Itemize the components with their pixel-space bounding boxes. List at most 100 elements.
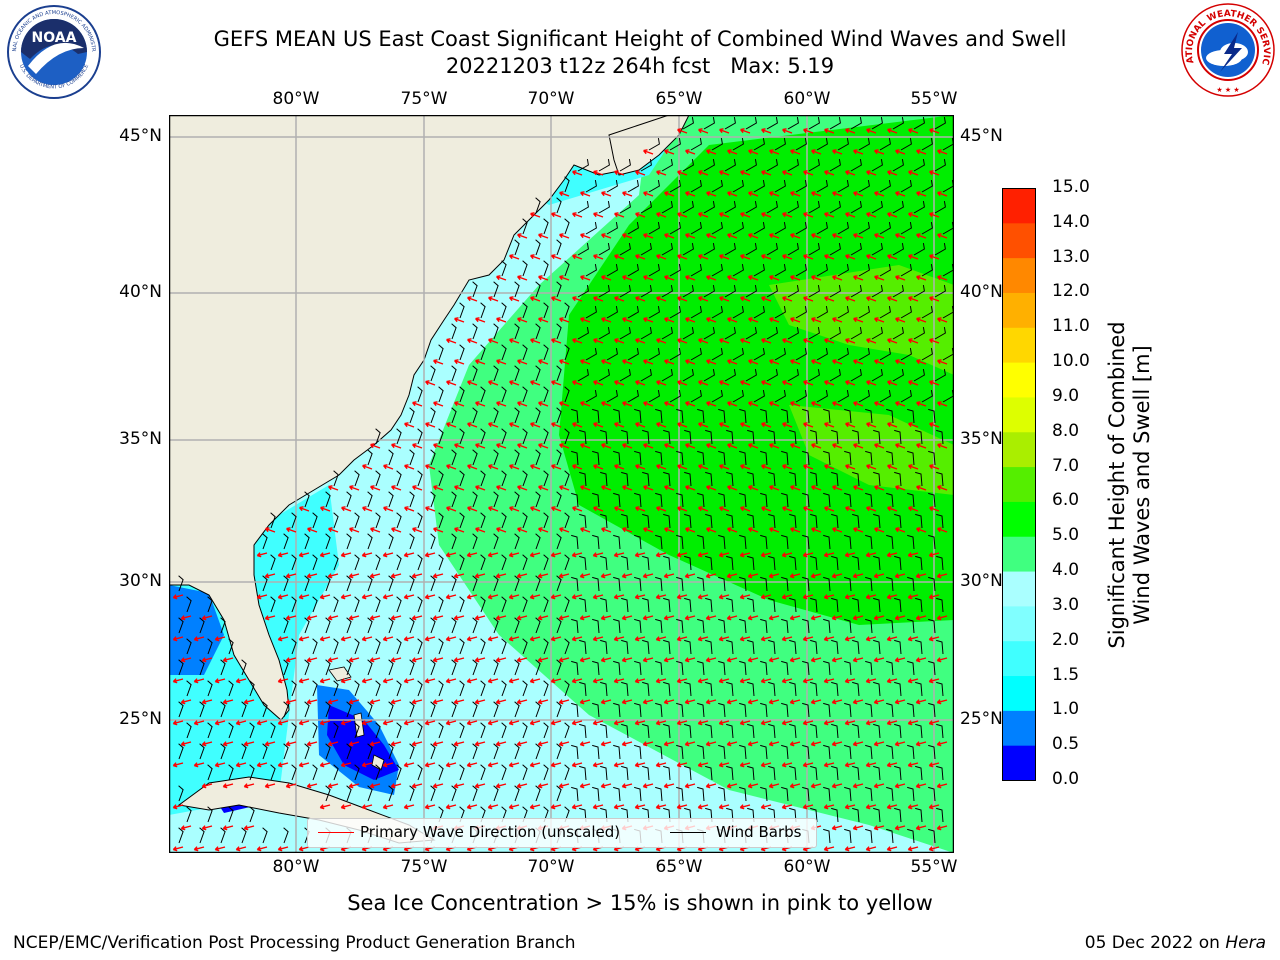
wave-direction-arrow	[214, 678, 226, 684]
wave-direction-arrow	[571, 552, 583, 558]
wind-barb	[459, 344, 465, 361]
wind-barb	[535, 659, 541, 676]
wind-barb	[816, 390, 828, 403]
wind-barb	[655, 786, 663, 802]
wind-barb	[774, 264, 786, 277]
wind-barb	[220, 743, 226, 760]
wave-direction-arrow	[719, 506, 730, 512]
wave-direction-arrow	[802, 720, 814, 726]
land-bahamas	[328, 666, 385, 771]
wind-barb	[480, 386, 486, 403]
wave-direction-arrow	[718, 720, 730, 726]
wind-barb	[850, 159, 862, 172]
wind-barb	[186, 596, 192, 613]
wave-direction-arrow	[811, 149, 822, 155]
wind-barb	[808, 201, 820, 214]
wind-barb	[270, 512, 276, 529]
wind-barb	[417, 638, 423, 655]
wave-direction-arrow	[193, 636, 205, 642]
wave-direction-arrow	[748, 485, 759, 491]
wind-barb	[766, 159, 778, 172]
wind-barb	[451, 365, 457, 382]
wave-direction-arrow	[760, 678, 772, 684]
wave-direction-arrow	[929, 380, 940, 386]
wave-direction-arrow	[928, 762, 940, 768]
wave-direction-arrow	[530, 422, 541, 428]
wave-direction-arrow	[823, 678, 835, 684]
wave-direction-arrow	[403, 552, 415, 558]
wave-direction-arrow	[781, 762, 793, 768]
wave-direction-arrow	[571, 762, 583, 768]
wave-direction-arrow	[508, 720, 520, 726]
wind-barb	[808, 117, 820, 130]
wave-direction-arrow	[845, 296, 856, 302]
wind-barb	[676, 534, 684, 550]
wave-direction-arrow	[740, 464, 751, 470]
wind-barb	[682, 243, 694, 256]
wind-barb	[690, 264, 702, 277]
wind-barb	[703, 285, 715, 298]
wave-direction-arrow	[656, 338, 667, 344]
wave-direction-arrow	[361, 594, 373, 600]
wind-barb	[522, 260, 528, 277]
wind-barb	[514, 659, 520, 676]
wind-barb	[199, 617, 205, 634]
wave-direction-arrow	[873, 783, 885, 789]
wave-direction-arrow	[517, 485, 528, 491]
wave-direction-arrow	[412, 401, 423, 407]
colorbar-segment	[1002, 362, 1036, 398]
wave-direction-arrow	[844, 762, 856, 768]
wind-barb	[676, 786, 684, 802]
wave-direction-arrow	[789, 615, 801, 621]
wave-direction-arrow	[643, 485, 654, 491]
wind-barb	[459, 470, 465, 487]
wind-barb	[388, 533, 394, 550]
wave-direction-arrow	[845, 380, 856, 386]
wave-direction-arrow	[601, 401, 612, 407]
wind-barb	[178, 827, 184, 844]
wind-barb	[831, 597, 839, 613]
wind-barb	[663, 639, 671, 655]
wave-direction-arrow	[580, 191, 591, 197]
wave-direction-arrow	[529, 762, 541, 768]
wave-direction-arrow	[740, 506, 751, 512]
wind-barb	[451, 617, 457, 634]
colorbar-segment	[1002, 327, 1036, 363]
wind-barb	[745, 285, 757, 298]
wind-barb	[753, 390, 765, 403]
wave-direction-arrow	[285, 657, 297, 663]
wave-direction-arrow	[811, 191, 822, 197]
wind-barb	[451, 533, 457, 550]
wave-direction-arrow	[677, 254, 688, 260]
wind-barb	[430, 575, 436, 592]
wave-direction-arrow	[677, 338, 688, 344]
wave-direction-arrow	[466, 636, 478, 642]
wave-direction-arrow	[265, 527, 276, 533]
wave-direction-arrow	[706, 401, 717, 407]
wind-barb	[705, 513, 713, 529]
wind-barb	[501, 260, 507, 277]
wind-barb	[886, 744, 894, 760]
wind-barb	[522, 344, 528, 361]
wind-barb	[514, 281, 520, 298]
wind-barb	[241, 743, 247, 760]
wave-direction-arrow	[895, 485, 906, 491]
wave-direction-arrow	[411, 573, 423, 579]
wave-direction-arrow	[467, 422, 478, 428]
wind-barb	[936, 513, 944, 529]
wave-direction-arrow	[726, 615, 738, 621]
wind-barb	[178, 659, 184, 676]
wave-direction-arrow	[937, 485, 948, 491]
wave-direction-arrow	[718, 762, 730, 768]
wind-barb	[663, 681, 671, 697]
wave-direction-arrow	[874, 485, 885, 491]
wind-barb	[522, 302, 528, 319]
wave-direction-arrow	[613, 804, 625, 810]
wave-direction-arrow	[782, 422, 793, 428]
wave-direction-arrow	[748, 527, 759, 533]
wind-barb	[892, 369, 904, 382]
wind-barb	[564, 260, 570, 277]
wind-barb	[844, 618, 852, 634]
wind-barb	[739, 534, 747, 550]
wave-direction-arrow	[887, 254, 898, 260]
